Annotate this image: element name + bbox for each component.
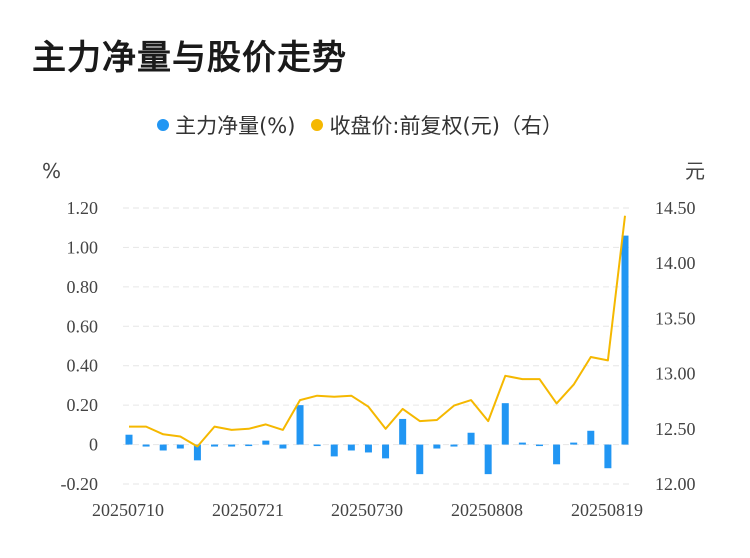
- bar: [570, 442, 578, 445]
- bar: [211, 444, 219, 447]
- y-left-tick-label: 0.20: [67, 395, 99, 415]
- chart-title: 主力净量与股价走势: [32, 38, 347, 78]
- bar: [553, 444, 561, 465]
- bar: [364, 444, 372, 453]
- bar: [382, 444, 390, 459]
- bar: [518, 442, 526, 445]
- bar: [193, 444, 201, 461]
- bar: [587, 430, 595, 445]
- y-left-tick-label: 0: [89, 435, 98, 455]
- bar: [347, 444, 355, 451]
- y-right-tick-label: 14.50: [655, 198, 696, 218]
- bar: [176, 444, 184, 449]
- legend-dot-yellow-icon: [311, 119, 324, 131]
- y-right-tick-label: 14.00: [655, 253, 696, 273]
- legend-label: 主力净量(%): [175, 114, 296, 138]
- bar: [604, 444, 612, 469]
- bar: [142, 444, 150, 447]
- y-right-tick-label: 12.00: [655, 474, 696, 494]
- bar: [450, 444, 458, 447]
- bar: [467, 432, 475, 445]
- y-right-tick-label: 13.00: [655, 364, 696, 384]
- bar: [228, 444, 236, 447]
- y-right-tick-label: 12.50: [655, 419, 696, 439]
- legend-dot-blue-icon: [157, 119, 170, 131]
- y-left-tick-label: 1.20: [67, 198, 99, 218]
- legend-item-close-price[interactable]: 收盘价:前复权(元)（右）: [311, 110, 563, 140]
- bar: [416, 444, 424, 475]
- y-right-unit: 元: [685, 159, 705, 183]
- x-tick-label: 20250808: [451, 500, 523, 520]
- close-price-line: [129, 215, 626, 448]
- legend-item-net-flow[interactable]: 主力净量(%): [157, 110, 295, 140]
- y-right-tick-label: 13.50: [655, 308, 696, 328]
- bar: [313, 444, 321, 447]
- bar: [501, 403, 509, 445]
- bar: [262, 440, 270, 445]
- y-left-tick-label: 0.40: [67, 356, 99, 376]
- x-tick-label: 20250819: [571, 500, 643, 520]
- bar: [399, 418, 407, 445]
- x-tick-label: 20250730: [331, 500, 403, 520]
- bar: [296, 405, 304, 445]
- bar: [245, 444, 253, 447]
- x-tick-label: 20250710: [92, 500, 164, 520]
- x-tick-label: 20250721: [212, 500, 284, 520]
- y-left-tick-label: -0.20: [61, 474, 99, 494]
- bar: [330, 444, 338, 457]
- y-left-tick-label: 0.80: [67, 277, 99, 297]
- legend: 主力净量(%) 收盘价:前复权(元)（右）: [0, 110, 720, 140]
- y-left-tick-label: 1.00: [67, 237, 99, 257]
- bar: [159, 444, 167, 451]
- bar: [125, 434, 133, 445]
- y-left-tick-label: 0.60: [67, 316, 99, 336]
- bar: [279, 444, 287, 449]
- bar: [484, 444, 492, 475]
- bar: [535, 444, 543, 447]
- bar: [621, 235, 629, 445]
- bar: [433, 444, 441, 449]
- y-left-unit: %: [42, 159, 61, 183]
- legend-label: 收盘价:前复权(元)（右）: [329, 114, 563, 138]
